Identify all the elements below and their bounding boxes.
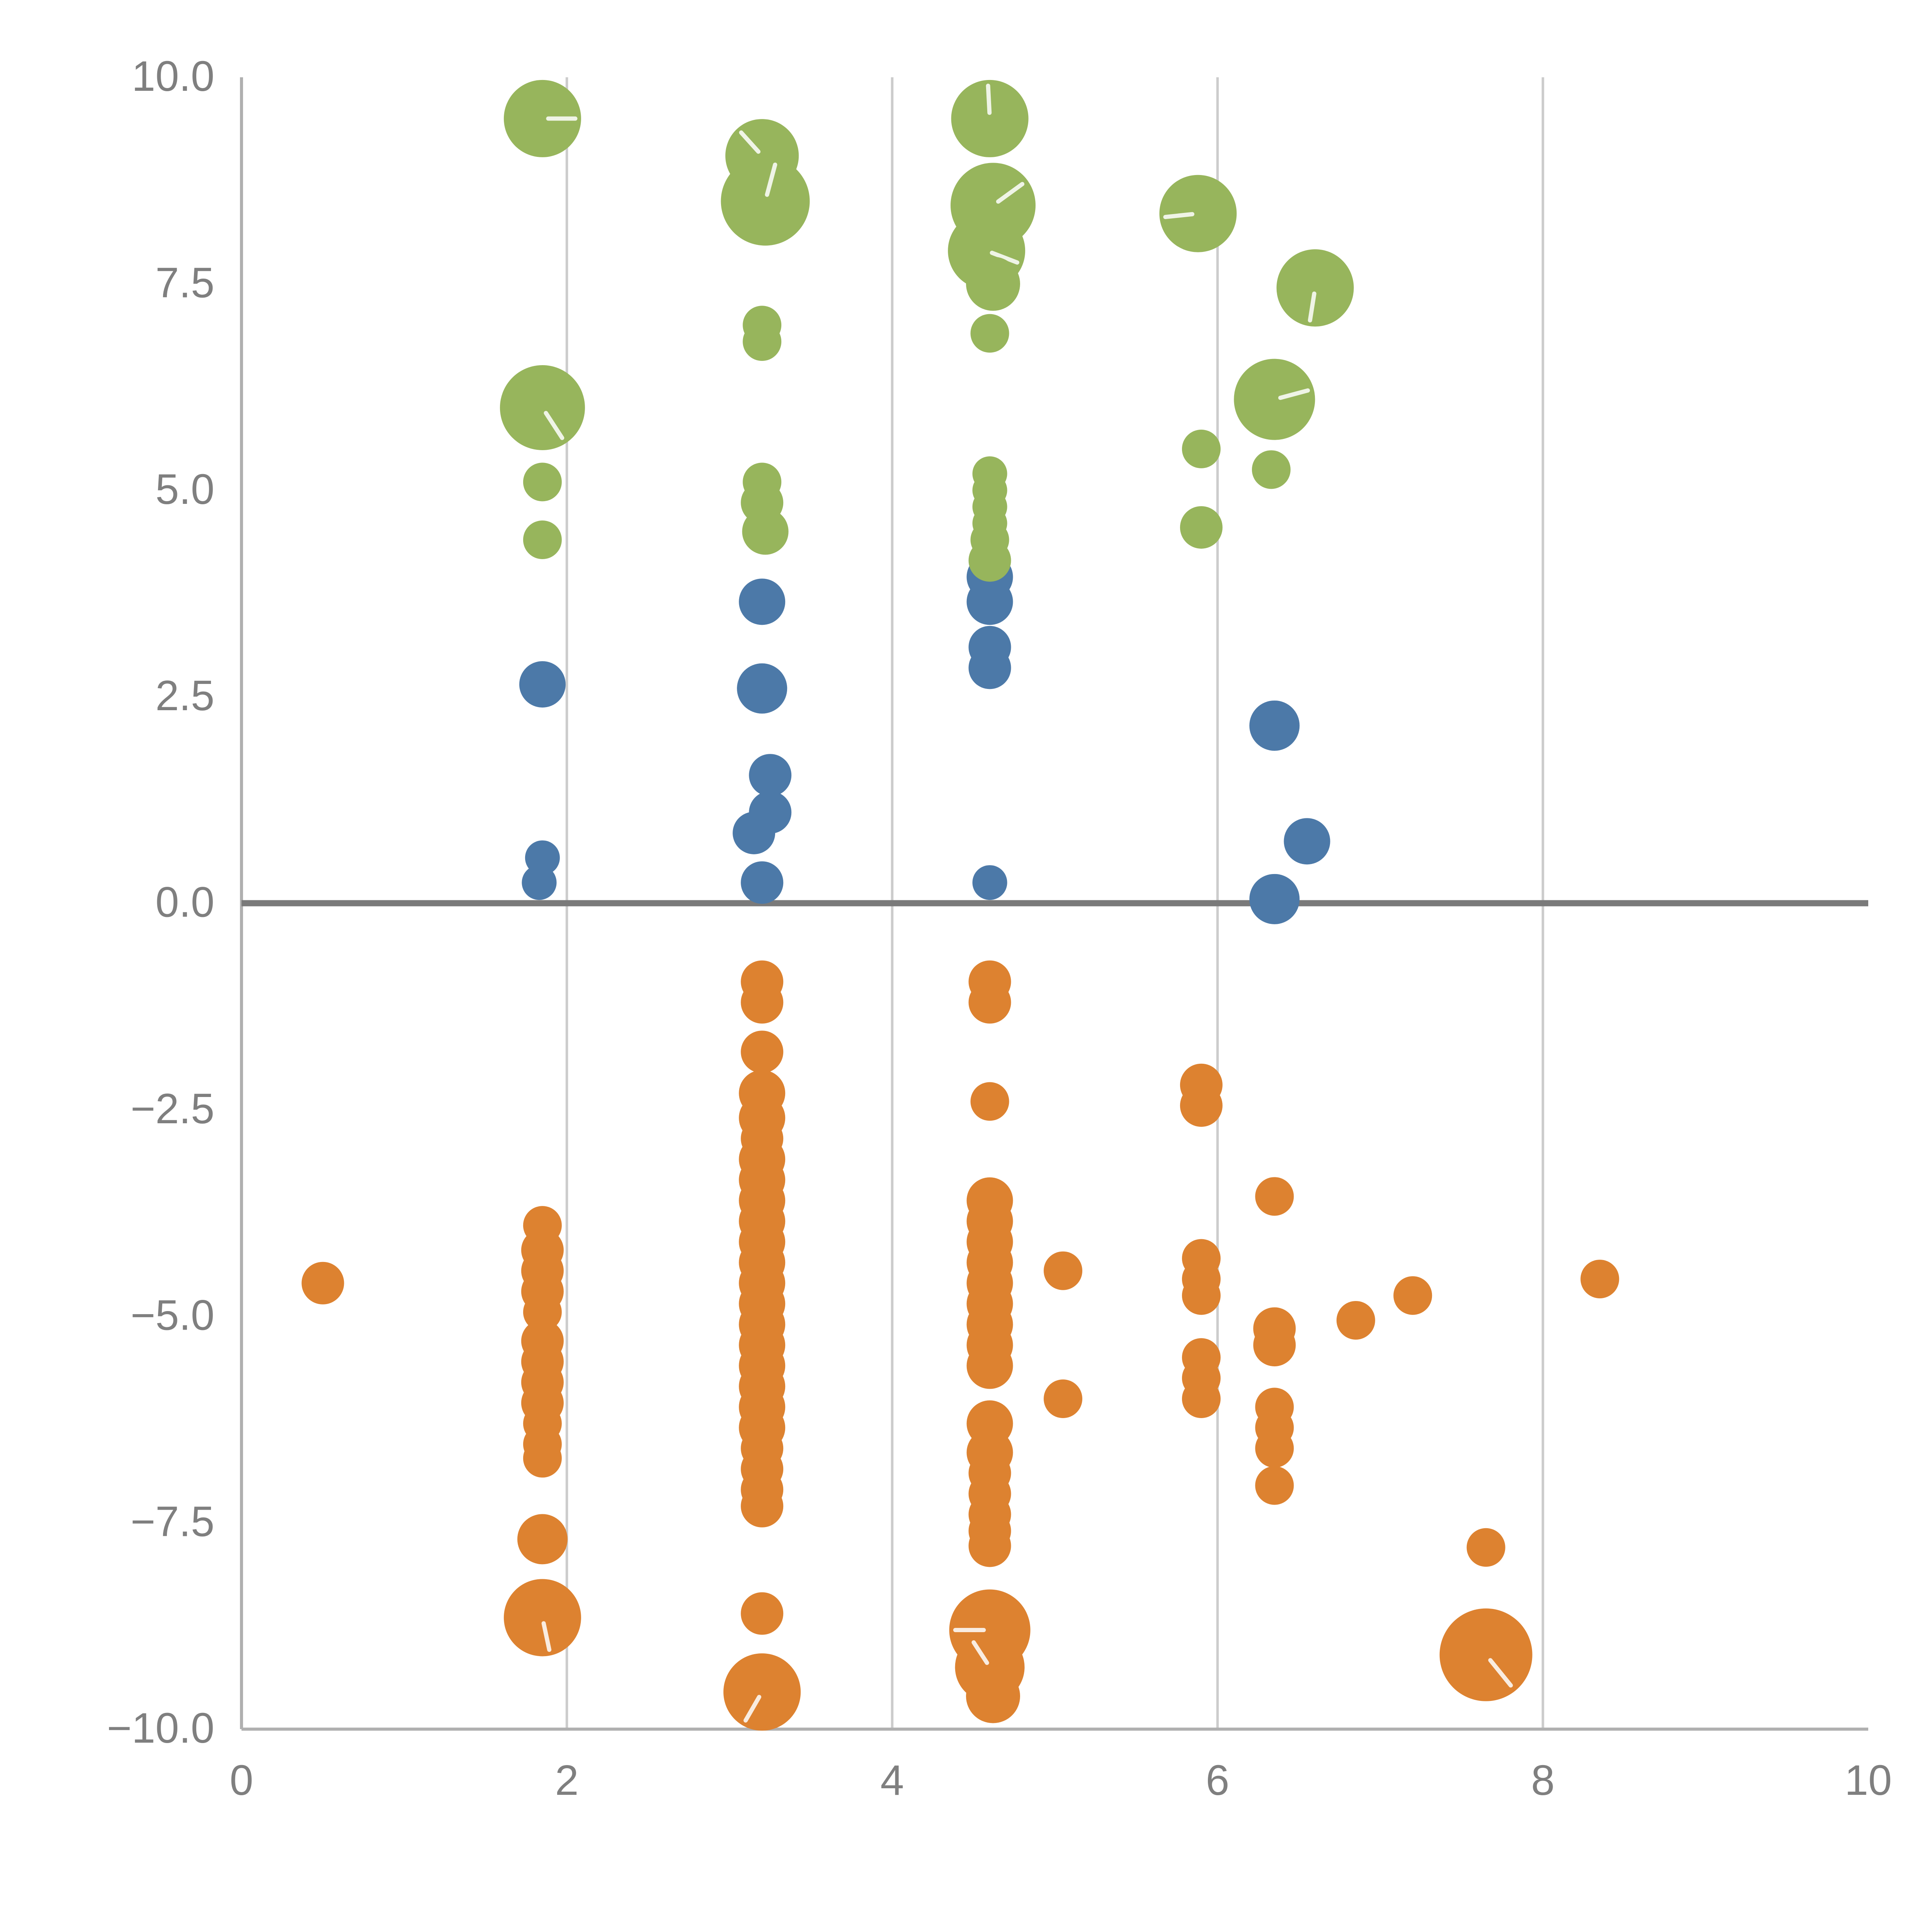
data-point-orange [1336, 1301, 1375, 1340]
data-point-green [500, 365, 585, 450]
data-point-green [523, 520, 562, 559]
data-point-green [1276, 249, 1354, 327]
data-point-orange [1180, 1084, 1223, 1127]
data-point-orange [1255, 1177, 1294, 1216]
data-point-green [966, 257, 1020, 311]
y-tick-label: 5.0 [155, 466, 214, 513]
data-point-orange [1466, 1528, 1505, 1567]
data-point-orange [1255, 1429, 1294, 1468]
data-point-orange [1182, 1276, 1221, 1315]
data-point-orange [968, 1524, 1011, 1567]
x-tick-label: 4 [880, 1757, 904, 1804]
data-point-green [742, 508, 789, 555]
data-point-orange [523, 1439, 562, 1478]
data-point-orange [517, 1514, 568, 1565]
data-point-orange [1439, 1608, 1532, 1701]
bubble-highlight [765, 162, 777, 197]
x-tick-label: 2 [555, 1757, 578, 1804]
bubble-highlight [1488, 1658, 1513, 1688]
data-point-green [1234, 359, 1315, 440]
bubble-highlight [544, 411, 565, 440]
data-point-green [503, 80, 581, 157]
bubble-highlight [1308, 291, 1316, 323]
data-point-orange [523, 1293, 562, 1332]
y-tick-label: 10.0 [132, 53, 214, 100]
data-point-blue [519, 661, 566, 708]
bubble-highlight [971, 1640, 989, 1665]
data-point-blue [733, 811, 776, 854]
data-point-blue [972, 865, 1007, 900]
bubble-highlight [743, 1695, 762, 1723]
data-point-orange [741, 1592, 784, 1635]
data-point-blue [1249, 874, 1300, 924]
y-tick-label: −5.0 [131, 1291, 214, 1339]
data-point-orange [723, 1653, 801, 1731]
data-point-blue [1284, 818, 1330, 865]
x-tick-label: 0 [230, 1757, 253, 1804]
data-point-blue [522, 865, 557, 900]
x-tick-label: 6 [1206, 1757, 1229, 1804]
data-point-orange [301, 1262, 344, 1304]
bubble-highlight [739, 130, 761, 154]
data-point-orange [1580, 1260, 1619, 1299]
data-point-orange [741, 1031, 784, 1073]
x-tick-label: 10 [1845, 1757, 1892, 1804]
data-point-green [1159, 175, 1237, 252]
bubble-highlight [1278, 388, 1310, 400]
y-tick-label: 2.5 [155, 672, 214, 719]
data-point-orange [1182, 1379, 1221, 1418]
data-point-orange [741, 1485, 784, 1527]
data-point-green [721, 156, 810, 246]
data-point-orange [970, 1082, 1009, 1121]
y-tick-label: −2.5 [131, 1085, 214, 1133]
y-tick-label: −7.5 [131, 1498, 214, 1546]
bubble-highlight [541, 1621, 552, 1652]
y-tick-label: 0.0 [155, 879, 214, 926]
data-point-blue [966, 578, 1013, 625]
y-tick-label: −10.0 [107, 1704, 214, 1752]
data-point-green [1252, 450, 1291, 489]
data-point-blue [1249, 700, 1300, 751]
data-point-orange [1044, 1251, 1083, 1290]
data-point-orange [741, 981, 784, 1024]
data-point-blue [739, 578, 786, 625]
data-point-green [1180, 506, 1223, 549]
data-point-blue [737, 663, 787, 714]
data-point-orange [966, 1669, 1020, 1723]
data-point-orange [968, 981, 1011, 1024]
data-point-green [970, 314, 1009, 353]
data-point-orange [1255, 1466, 1294, 1505]
data-point-blue [749, 754, 792, 797]
bubble-highlight [1163, 212, 1195, 219]
bubble-highlight [996, 182, 1025, 204]
data-point-orange [1393, 1276, 1432, 1315]
data-point-green [523, 463, 562, 502]
bubble-highlight [986, 83, 992, 115]
data-point-blue [968, 646, 1011, 689]
data-point-orange [1044, 1379, 1083, 1418]
data-point-orange [1253, 1324, 1296, 1367]
data-point-green [951, 80, 1029, 157]
data-point-blue [741, 861, 784, 904]
data-point-green [743, 322, 782, 361]
x-tick-label: 8 [1531, 1757, 1554, 1804]
y-tick-label: 7.5 [155, 259, 214, 306]
bubble-highlight [990, 250, 1020, 265]
data-point-green [968, 539, 1011, 582]
data-point-orange [966, 1342, 1013, 1389]
data-point-green [1182, 429, 1221, 468]
data-point-orange [503, 1579, 581, 1656]
